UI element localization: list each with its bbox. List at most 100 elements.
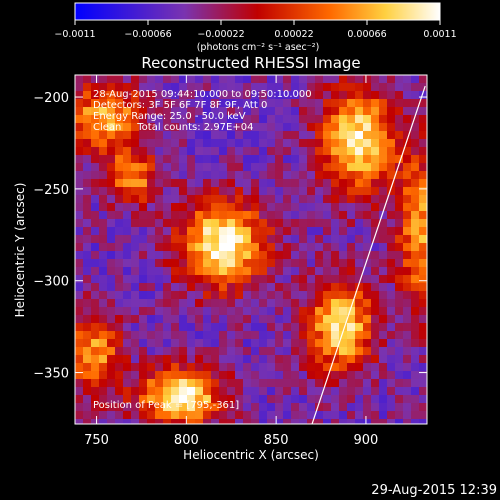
heatmap-cell (203, 115, 212, 124)
heatmap-cell (147, 267, 156, 276)
heatmap-cell (179, 251, 188, 260)
heatmap-cell (139, 363, 148, 372)
heatmap-cell (227, 99, 236, 108)
heatmap-cell (235, 83, 244, 92)
heatmap-cell (131, 139, 140, 148)
heatmap-cell (307, 331, 316, 340)
heatmap-cell (211, 203, 220, 212)
heatmap-cell (123, 299, 132, 308)
heatmap-cell (371, 227, 380, 236)
heatmap-cell (299, 147, 308, 156)
heatmap-cell (339, 403, 348, 412)
heatmap-cell (123, 291, 132, 300)
heatmap-cell (171, 339, 180, 348)
heatmap-cell (211, 195, 220, 204)
heatmap-cell (83, 259, 92, 268)
heatmap-cell (387, 403, 396, 412)
heatmap-cell (403, 395, 412, 404)
heatmap-cell (147, 283, 156, 292)
heatmap-cell (411, 323, 420, 332)
heatmap-cell (91, 259, 100, 268)
heatmap-cell (107, 419, 116, 424)
heatmap-cell (347, 123, 356, 132)
heatmap-cell (163, 331, 172, 340)
heatmap-cell (195, 267, 204, 276)
heatmap-cell (187, 171, 196, 180)
heatmap-cell (155, 195, 164, 204)
heatmap-cell (387, 299, 396, 308)
heatmap-cell (267, 347, 276, 356)
heatmap-cell (283, 227, 292, 236)
heatmap-cell (243, 227, 252, 236)
heatmap-cell (171, 387, 180, 396)
heatmap-cell (419, 339, 427, 348)
heatmap-cell (331, 275, 340, 284)
heatmap-cell (291, 195, 300, 204)
heatmap-cell (107, 275, 116, 284)
heatmap-cell (75, 171, 84, 180)
heatmap-cell (115, 267, 124, 276)
heatmap-cell (259, 203, 268, 212)
heatmap-cell (179, 107, 188, 116)
heatmap-cell (315, 379, 324, 388)
heatmap-cell (411, 155, 420, 164)
heatmap-cell (283, 379, 292, 388)
heatmap-cell (171, 219, 180, 228)
annotation-clean-counts: Clean Total counts: 2.97E+04 (93, 122, 253, 133)
heatmap-cell (123, 267, 132, 276)
heatmap-cell (251, 323, 260, 332)
heatmap-cell (251, 275, 260, 284)
heatmap-cell (283, 91, 292, 100)
heatmap-cell (363, 315, 372, 324)
heatmap-cell (307, 347, 316, 356)
heatmap-cell (171, 379, 180, 388)
heatmap-cell (291, 251, 300, 260)
heatmap-cell (227, 403, 236, 412)
heatmap-cell (307, 235, 316, 244)
annotation-detectors: Detectors: 3F 5F 6F 7F 8F 9F, Att 0 (93, 100, 267, 111)
heatmap-cell (195, 75, 204, 84)
heatmap-cell (203, 99, 212, 108)
heatmap-cell (331, 115, 340, 124)
heatmap-cell (91, 179, 100, 188)
heatmap-cell (379, 363, 388, 372)
heatmap-cell (179, 387, 188, 396)
heatmap-cell (243, 235, 252, 244)
heatmap-cell (275, 395, 284, 404)
heatmap-cell (403, 283, 412, 292)
heatmap-cell (203, 315, 212, 324)
heatmap-cell (99, 179, 108, 188)
heatmap-cell (411, 187, 420, 196)
heatmap-cell (387, 419, 396, 424)
heatmap-cell (347, 75, 356, 84)
heatmap-cell (83, 187, 92, 196)
heatmap-cell (299, 387, 308, 396)
heatmap-cell (83, 243, 92, 252)
heatmap-cell (83, 299, 92, 308)
heatmap-cell (227, 251, 236, 260)
heatmap-cell (275, 315, 284, 324)
heatmap-cell (99, 331, 108, 340)
heatmap-cell (347, 83, 356, 92)
heatmap-cell (275, 91, 284, 100)
heatmap-cell (267, 83, 276, 92)
heatmap-cell (163, 363, 172, 372)
heatmap-cell (163, 251, 172, 260)
heatmap-cell (315, 131, 324, 140)
heatmap-cell (403, 363, 412, 372)
heatmap-cell (75, 371, 84, 380)
heatmap-cell (355, 299, 364, 308)
heatmap-cell (115, 243, 124, 252)
heatmap-cell (355, 355, 364, 364)
heatmap-cell (275, 283, 284, 292)
heatmap-cell (187, 123, 196, 132)
heatmap-cell (395, 419, 404, 424)
heatmap-cell (187, 115, 196, 124)
heatmap-cell (203, 139, 212, 148)
heatmap-cell (419, 139, 427, 148)
heatmap-cell (419, 371, 427, 380)
heatmap-cell (163, 155, 172, 164)
heatmap-cell (75, 235, 84, 244)
heatmap-cell (235, 187, 244, 196)
